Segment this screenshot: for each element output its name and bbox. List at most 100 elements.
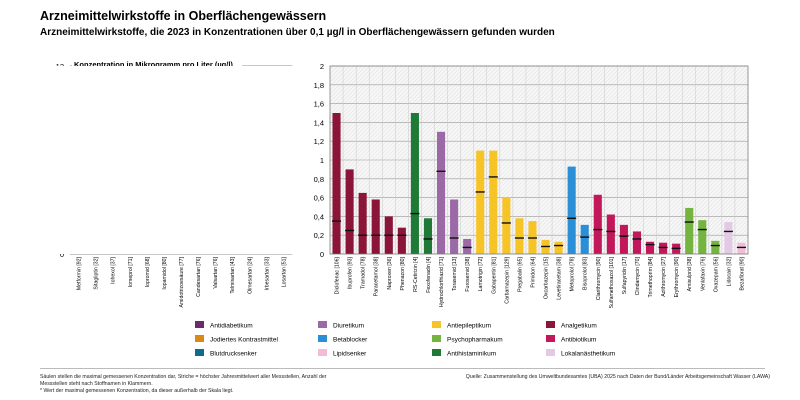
category-label: Candesartan [76] — [196, 256, 202, 296]
bar — [436, 131, 446, 254]
category-label: Oxcarbazepin [15] — [544, 256, 550, 299]
bar — [332, 113, 341, 254]
legend-label: Lokalanästhetikum — [561, 351, 615, 358]
panel-title-bg — [72, 58, 242, 69]
y-tick-label: 2 — [320, 62, 324, 71]
bar — [345, 169, 354, 254]
category-label: Iopromid [68] — [145, 256, 151, 287]
category-label: Sitagliptin [32] — [94, 256, 100, 289]
legend-label: Psychopharmakum — [447, 337, 503, 344]
category-label: Gabapentin [81] — [491, 256, 497, 293]
bar — [698, 220, 707, 254]
y-tick-label: 0,6 — [314, 194, 324, 203]
bar — [450, 199, 459, 254]
category-label: Losartan [51] — [281, 256, 287, 287]
footer-note: Säulen stellen die maximal gemessenen Ko… — [40, 374, 327, 387]
category-label: Tramadol [78] — [361, 256, 367, 288]
y-tick-label: 1,8 — [314, 81, 324, 90]
category-label: Hydrochlorthiazid [71] — [439, 256, 445, 307]
hatch-line — [705, 159, 800, 255]
y-tick-label: 0,4 — [314, 212, 324, 221]
legend-label: Analgetikum — [561, 323, 597, 330]
bar — [659, 242, 668, 254]
footer-source: Quelle: Zusammenstellung des Umweltbunde… — [465, 374, 770, 380]
footer-notes: Säulen stellen die maximal gemessenen Ko… — [40, 374, 340, 395]
category-label: Irbesartan [33] — [264, 256, 270, 290]
legend-label: Antidiabetikum — [210, 323, 253, 330]
category-label: Pregabalin [65] — [517, 256, 523, 291]
bar — [371, 199, 380, 254]
category-label: Bisoprolol [83] — [583, 256, 589, 289]
legend-swatch — [195, 335, 204, 342]
y-tick-label: 1 — [320, 156, 324, 165]
category-label: Naproxen [36] — [387, 256, 393, 289]
legend-swatch — [546, 321, 555, 328]
legend-swatch — [546, 335, 555, 342]
bar — [476, 150, 485, 254]
category-label: Phenazon [80] — [400, 256, 406, 290]
category-label: Paracetamol [38] — [374, 256, 380, 296]
category-label: Torasemid [13] — [452, 256, 458, 291]
legend-swatch — [432, 321, 441, 328]
legend-label: Diuretikum — [333, 323, 364, 330]
footer-divider — [40, 368, 765, 369]
bar — [593, 194, 602, 254]
category-label: Amisulprid [38] — [687, 256, 693, 291]
category-label: Furosemid [38] — [465, 256, 471, 291]
bar — [711, 240, 720, 254]
legend-label: Antiepileptikum — [447, 323, 491, 330]
panel-frame — [329, 65, 749, 255]
legend-swatch — [195, 321, 204, 328]
legend-swatch — [318, 321, 327, 328]
bar — [410, 113, 419, 254]
bar — [554, 241, 563, 254]
category-label: Iopamidol [80] — [162, 256, 168, 289]
footer-asterisk: * Wert der maximal gemessenen Konzentrat… — [40, 388, 234, 394]
mask-right — [748, 64, 800, 256]
category-label: Erythromycin [90] — [674, 256, 680, 297]
bar — [619, 224, 628, 254]
bar — [580, 224, 589, 254]
bar — [423, 218, 433, 254]
legend-swatch — [432, 335, 441, 342]
category-label: Bezafibrat [90] — [739, 256, 745, 290]
bar — [685, 207, 694, 254]
page-title: Arzneimittelwirkstoffe in Oberflächengew… — [40, 9, 327, 23]
category-label: Sulfapyridin [17] — [622, 256, 628, 294]
bar — [397, 227, 406, 254]
category-label: Diclofenac [106] — [335, 256, 341, 294]
category-label: Primidon [64] — [530, 256, 536, 287]
category-label: Olmesartan [24] — [247, 256, 253, 293]
legend-swatch — [432, 349, 441, 356]
mask-left — [0, 66, 330, 254]
panel-title: Konzentration in Mikrogramm pro Liter (µ… — [74, 60, 233, 69]
category-label: Oxazepam [56] — [713, 256, 719, 292]
category-label: Telmisartan [43] — [230, 256, 236, 293]
legend-swatch — [546, 349, 555, 356]
y-tick-label: 0,2 — [314, 231, 324, 240]
y-tick-label: 0 — [60, 250, 64, 259]
legend-swatch — [318, 335, 327, 342]
bar — [567, 166, 576, 254]
category-label: Metformin [92] — [77, 256, 83, 290]
bar — [463, 238, 472, 254]
category-label: Venlafaxin [76] — [700, 256, 706, 291]
bar — [515, 218, 524, 254]
category-label: Fexofenadin [4] — [426, 256, 432, 292]
chart-panel-2: 0 0,2 0,4 0,6 0,8 1 1,2 1,4 1,6 1,8 2 Diclofenac [1… — [0, 62, 800, 308]
hatch-line — [713, 167, 800, 255]
y-tick-label: 1,4 — [314, 118, 324, 127]
category-label: RS-Cetirizin [4] — [413, 256, 419, 291]
y-tick-label: 0 — [320, 250, 324, 259]
category-label: Trimethoprim [84] — [648, 256, 654, 297]
legend-label: Betablocker — [333, 337, 368, 344]
legend-swatch — [195, 349, 204, 356]
y-tick-label: 1,6 — [314, 100, 324, 109]
y-tick-label: 1,2 — [314, 137, 324, 146]
bar — [358, 192, 367, 254]
bar — [606, 214, 615, 254]
page-subtitle: Arzneimittelwirkstoffe, die 2023 in Konz… — [40, 27, 555, 38]
category-label: Carbamazepin [129] — [504, 256, 510, 303]
legend: Antidiabetikum Diuretikum Antiepileptikum A… — [195, 321, 615, 358]
